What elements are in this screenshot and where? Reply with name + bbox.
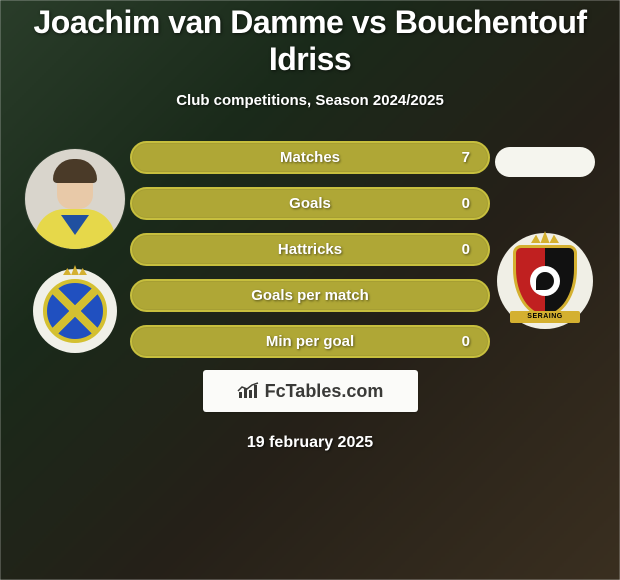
page-title: Joachim van Damme vs Bouchentouf Idriss [0, 4, 620, 78]
stat-bar-hattricks: Hattricks 0 [130, 233, 490, 266]
stat-bar-min-per-goal: Min per goal 0 [130, 325, 490, 358]
left-column [20, 141, 130, 353]
club-badge-left [33, 269, 117, 353]
stat-value: 0 [462, 333, 470, 350]
stat-label: Matches [280, 149, 340, 166]
right-column: SERAING [490, 141, 600, 329]
stat-label: Hattricks [278, 241, 342, 258]
stat-value: 0 [462, 241, 470, 258]
date-text: 19 february 2025 [247, 434, 373, 452]
main-row: Matches 7 Goals 0 Hattricks 0 Goals per … [0, 141, 620, 358]
stat-value: 7 [462, 149, 470, 166]
stat-bar-goals: Goals 0 [130, 187, 490, 220]
player-placeholder-right [495, 147, 595, 177]
club-badge-right: SERAING [497, 233, 593, 329]
player-avatar-left [25, 149, 125, 249]
stats-list: Matches 7 Goals 0 Hattricks 0 Goals per … [130, 141, 490, 358]
stat-label: Min per goal [266, 333, 354, 350]
brand-box: FcTables.com [203, 370, 418, 412]
stat-bar-matches: Matches 7 [130, 141, 490, 174]
club-badge-right-banner: SERAING [510, 311, 580, 323]
stat-label: Goals per match [251, 287, 369, 304]
stat-bar-goals-per-match: Goals per match [130, 279, 490, 312]
chart-icon [237, 382, 259, 400]
stat-value: 0 [462, 195, 470, 212]
stat-label: Goals [289, 195, 331, 212]
comparison-card: Joachim van Damme vs Bouchentouf Idriss … [0, 0, 620, 580]
subtitle: Club competitions, Season 2024/2025 [176, 92, 444, 109]
brand-text: FcTables.com [265, 381, 384, 402]
